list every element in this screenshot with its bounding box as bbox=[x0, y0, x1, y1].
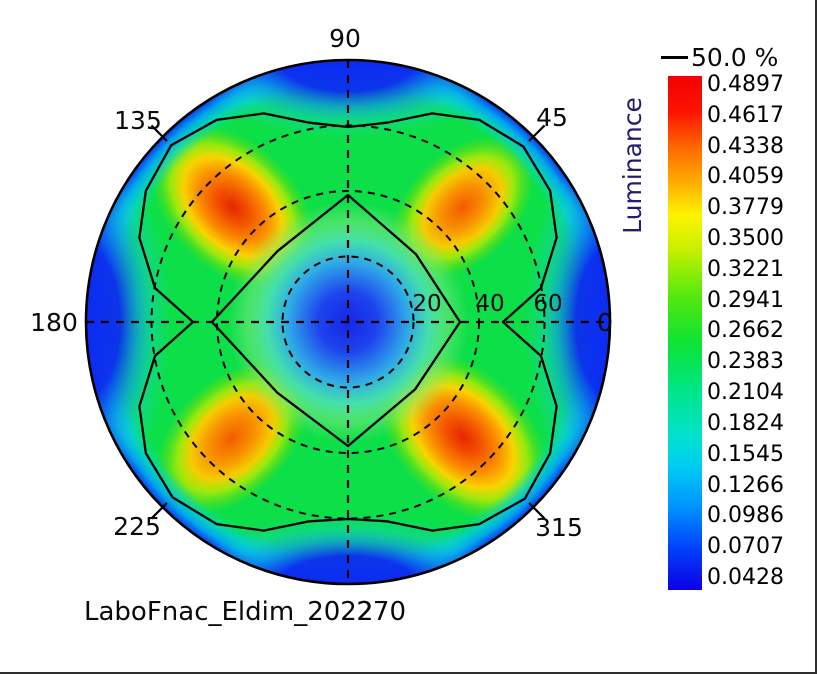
heatmap-field bbox=[87, 61, 609, 583]
colorbar-tick-label: 0.4338 bbox=[707, 133, 784, 159]
colorbar-tick-label: 0.3500 bbox=[707, 226, 784, 252]
rim-crescent bbox=[87, 137, 171, 507]
angle-label-90: 90 bbox=[329, 24, 361, 53]
colorbar-tick-label: 0.0428 bbox=[707, 564, 784, 590]
angle-tick bbox=[528, 124, 546, 142]
contour-outer-50pct bbox=[138, 112, 558, 532]
angle-tick bbox=[150, 502, 168, 520]
angle-label-315: 315 bbox=[535, 513, 583, 542]
colorbar-tick-label: 0.2662 bbox=[707, 318, 784, 344]
colorbar-title-text: Luminance bbox=[617, 96, 647, 234]
contour-inner-50pct bbox=[210, 193, 462, 448]
grid-ring bbox=[281, 255, 415, 389]
measurement-annotation: LaboFnac_Eldim_2022270 bbox=[84, 597, 406, 627]
colorbar-tick-labels: 0.4897 0.4617 0.4338 0.4059 0.3779 0.3500 0.32… bbox=[707, 72, 797, 590]
polar-outline bbox=[84, 58, 612, 586]
annotation-overlap-text: 270 bbox=[356, 597, 407, 627]
rim-crescent bbox=[525, 137, 609, 507]
contour-legend-line bbox=[661, 56, 688, 59]
colorbar-tick-label: 0.0986 bbox=[707, 503, 784, 529]
angle-label-135: 135 bbox=[114, 106, 162, 135]
colorbar-tick-label: 0.2104 bbox=[707, 380, 784, 406]
colorbar-tick-label: 0.1266 bbox=[707, 472, 784, 498]
rim-crescent bbox=[178, 514, 518, 583]
radial-label-40: 40 bbox=[475, 291, 504, 317]
angle-label-180: 180 bbox=[30, 308, 78, 337]
colorbar-tick-label: 0.3779 bbox=[707, 195, 784, 221]
radial-label-60: 60 bbox=[533, 291, 562, 317]
annotation-main-text: LaboFnac_Eldim_2022 bbox=[84, 597, 374, 627]
colorbar-title: Luminance bbox=[612, 70, 652, 260]
angle-label-225: 225 bbox=[113, 512, 161, 541]
radial-label-20: 20 bbox=[412, 291, 441, 317]
colorbar-tick-label: 0.2383 bbox=[707, 349, 784, 375]
colorbar-tick-label: 0.4617 bbox=[707, 102, 784, 128]
rim-crescent bbox=[178, 61, 518, 138]
angle-tick bbox=[150, 124, 168, 142]
colorbar-tick-label: 0.1824 bbox=[707, 410, 784, 436]
colorbar-tick-label: 0.4059 bbox=[707, 164, 784, 190]
colorbar-tick-label: 0.3221 bbox=[707, 256, 784, 282]
angle-tick bbox=[528, 502, 546, 520]
colorbar-tick-label: 0.1545 bbox=[707, 441, 784, 467]
colorbar-tick-label: 0.0707 bbox=[707, 534, 784, 560]
angle-label-45: 45 bbox=[536, 103, 568, 132]
angle-label-0: 0 bbox=[597, 308, 613, 337]
contour-legend-label: 50.0 % bbox=[691, 43, 779, 72]
polar-luminance-plot: 0 45 90 135 180 225 315 20 40 60 bbox=[30, 24, 613, 586]
colorbar-tick-label: 0.2941 bbox=[707, 287, 784, 313]
colorbar-tick-label: 0.4897 bbox=[707, 72, 784, 97]
colorbar-gradient bbox=[668, 76, 702, 590]
